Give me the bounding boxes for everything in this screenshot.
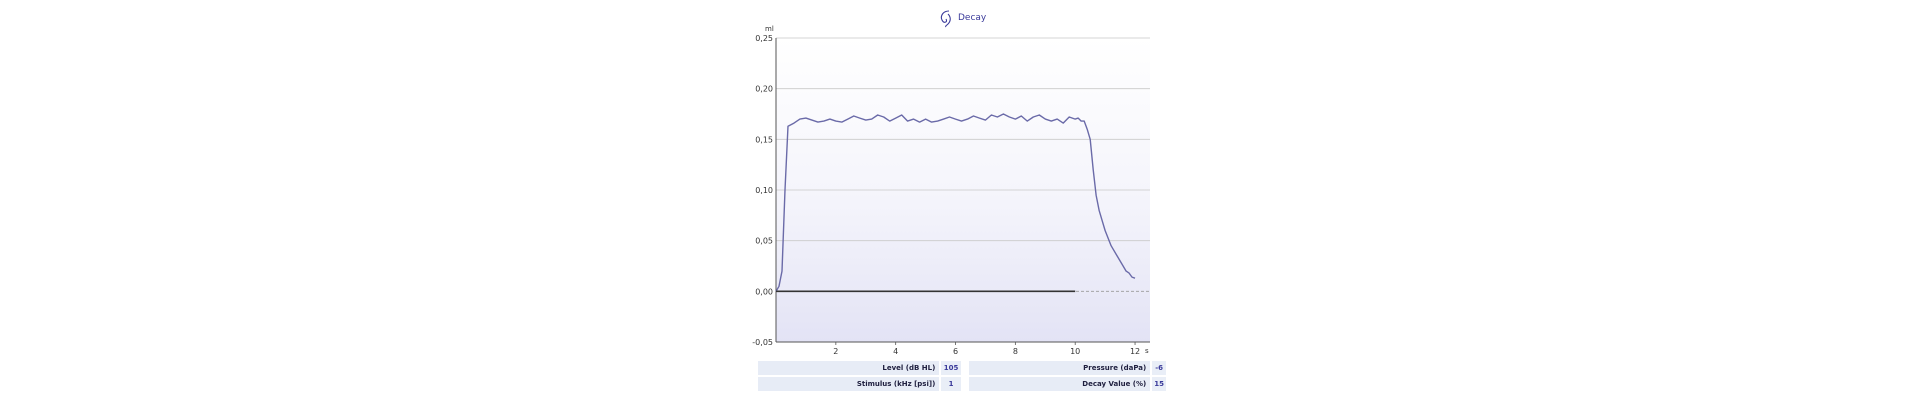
y-tick-label: 0,05 xyxy=(755,237,773,246)
decay-value-label: Decay Value (%) xyxy=(968,377,1151,391)
level-label: Level (dB HL) xyxy=(758,361,940,375)
x-axis-unit-label: s xyxy=(1145,347,1149,355)
x-tick-label: 2 xyxy=(833,347,838,356)
x-tick-label: 10 xyxy=(1070,347,1080,356)
pressure-label: Pressure (daPa) xyxy=(968,361,1151,375)
y-tick-label: 0,25 xyxy=(755,34,773,43)
table-row: Stimulus (kHz [psi]) 1 Decay Value (%) 1… xyxy=(758,377,1167,391)
table-row: Level (dB HL) 105 Pressure (daPa) -6 xyxy=(758,361,1167,375)
decay-value-value: 15 xyxy=(1152,377,1167,391)
y-tick-label: 0,15 xyxy=(755,135,773,144)
x-tick-label: 4 xyxy=(893,347,898,356)
measurement-table: Level (dB HL) 105 Pressure (daPa) -6 Sti… xyxy=(758,361,1167,393)
y-tick-label: 0,20 xyxy=(755,85,773,94)
x-tick-labels: 2 4 6 8 10 12 xyxy=(833,342,1140,356)
ear-icon xyxy=(940,10,951,28)
stimulus-label: Stimulus (kHz [psi]) xyxy=(758,377,940,391)
grid-lines xyxy=(776,37,1150,242)
level-value: 105 xyxy=(941,361,961,375)
y-axis-unit-label: ml xyxy=(765,25,774,33)
pressure-value: -6 xyxy=(1152,361,1167,375)
chart-title: Decay xyxy=(940,10,987,28)
decay-curve-line xyxy=(775,113,1136,292)
y-tick-label: -0,05 xyxy=(752,338,773,347)
x-tick-label: 8 xyxy=(1013,347,1018,356)
y-tick-label: 0,00 xyxy=(755,287,773,296)
x-tick-label: 6 xyxy=(953,347,958,356)
chart-title-text: Decay xyxy=(958,13,987,23)
data-series xyxy=(775,113,1136,293)
x-tick-label: 12 xyxy=(1130,347,1140,356)
y-tick-labels: 0,25 0,20 0,15 0,10 0,05 0,00 -0,05 xyxy=(752,34,773,347)
stimulus-value: 1 xyxy=(941,377,961,391)
y-tick-label: 0,10 xyxy=(755,186,773,195)
